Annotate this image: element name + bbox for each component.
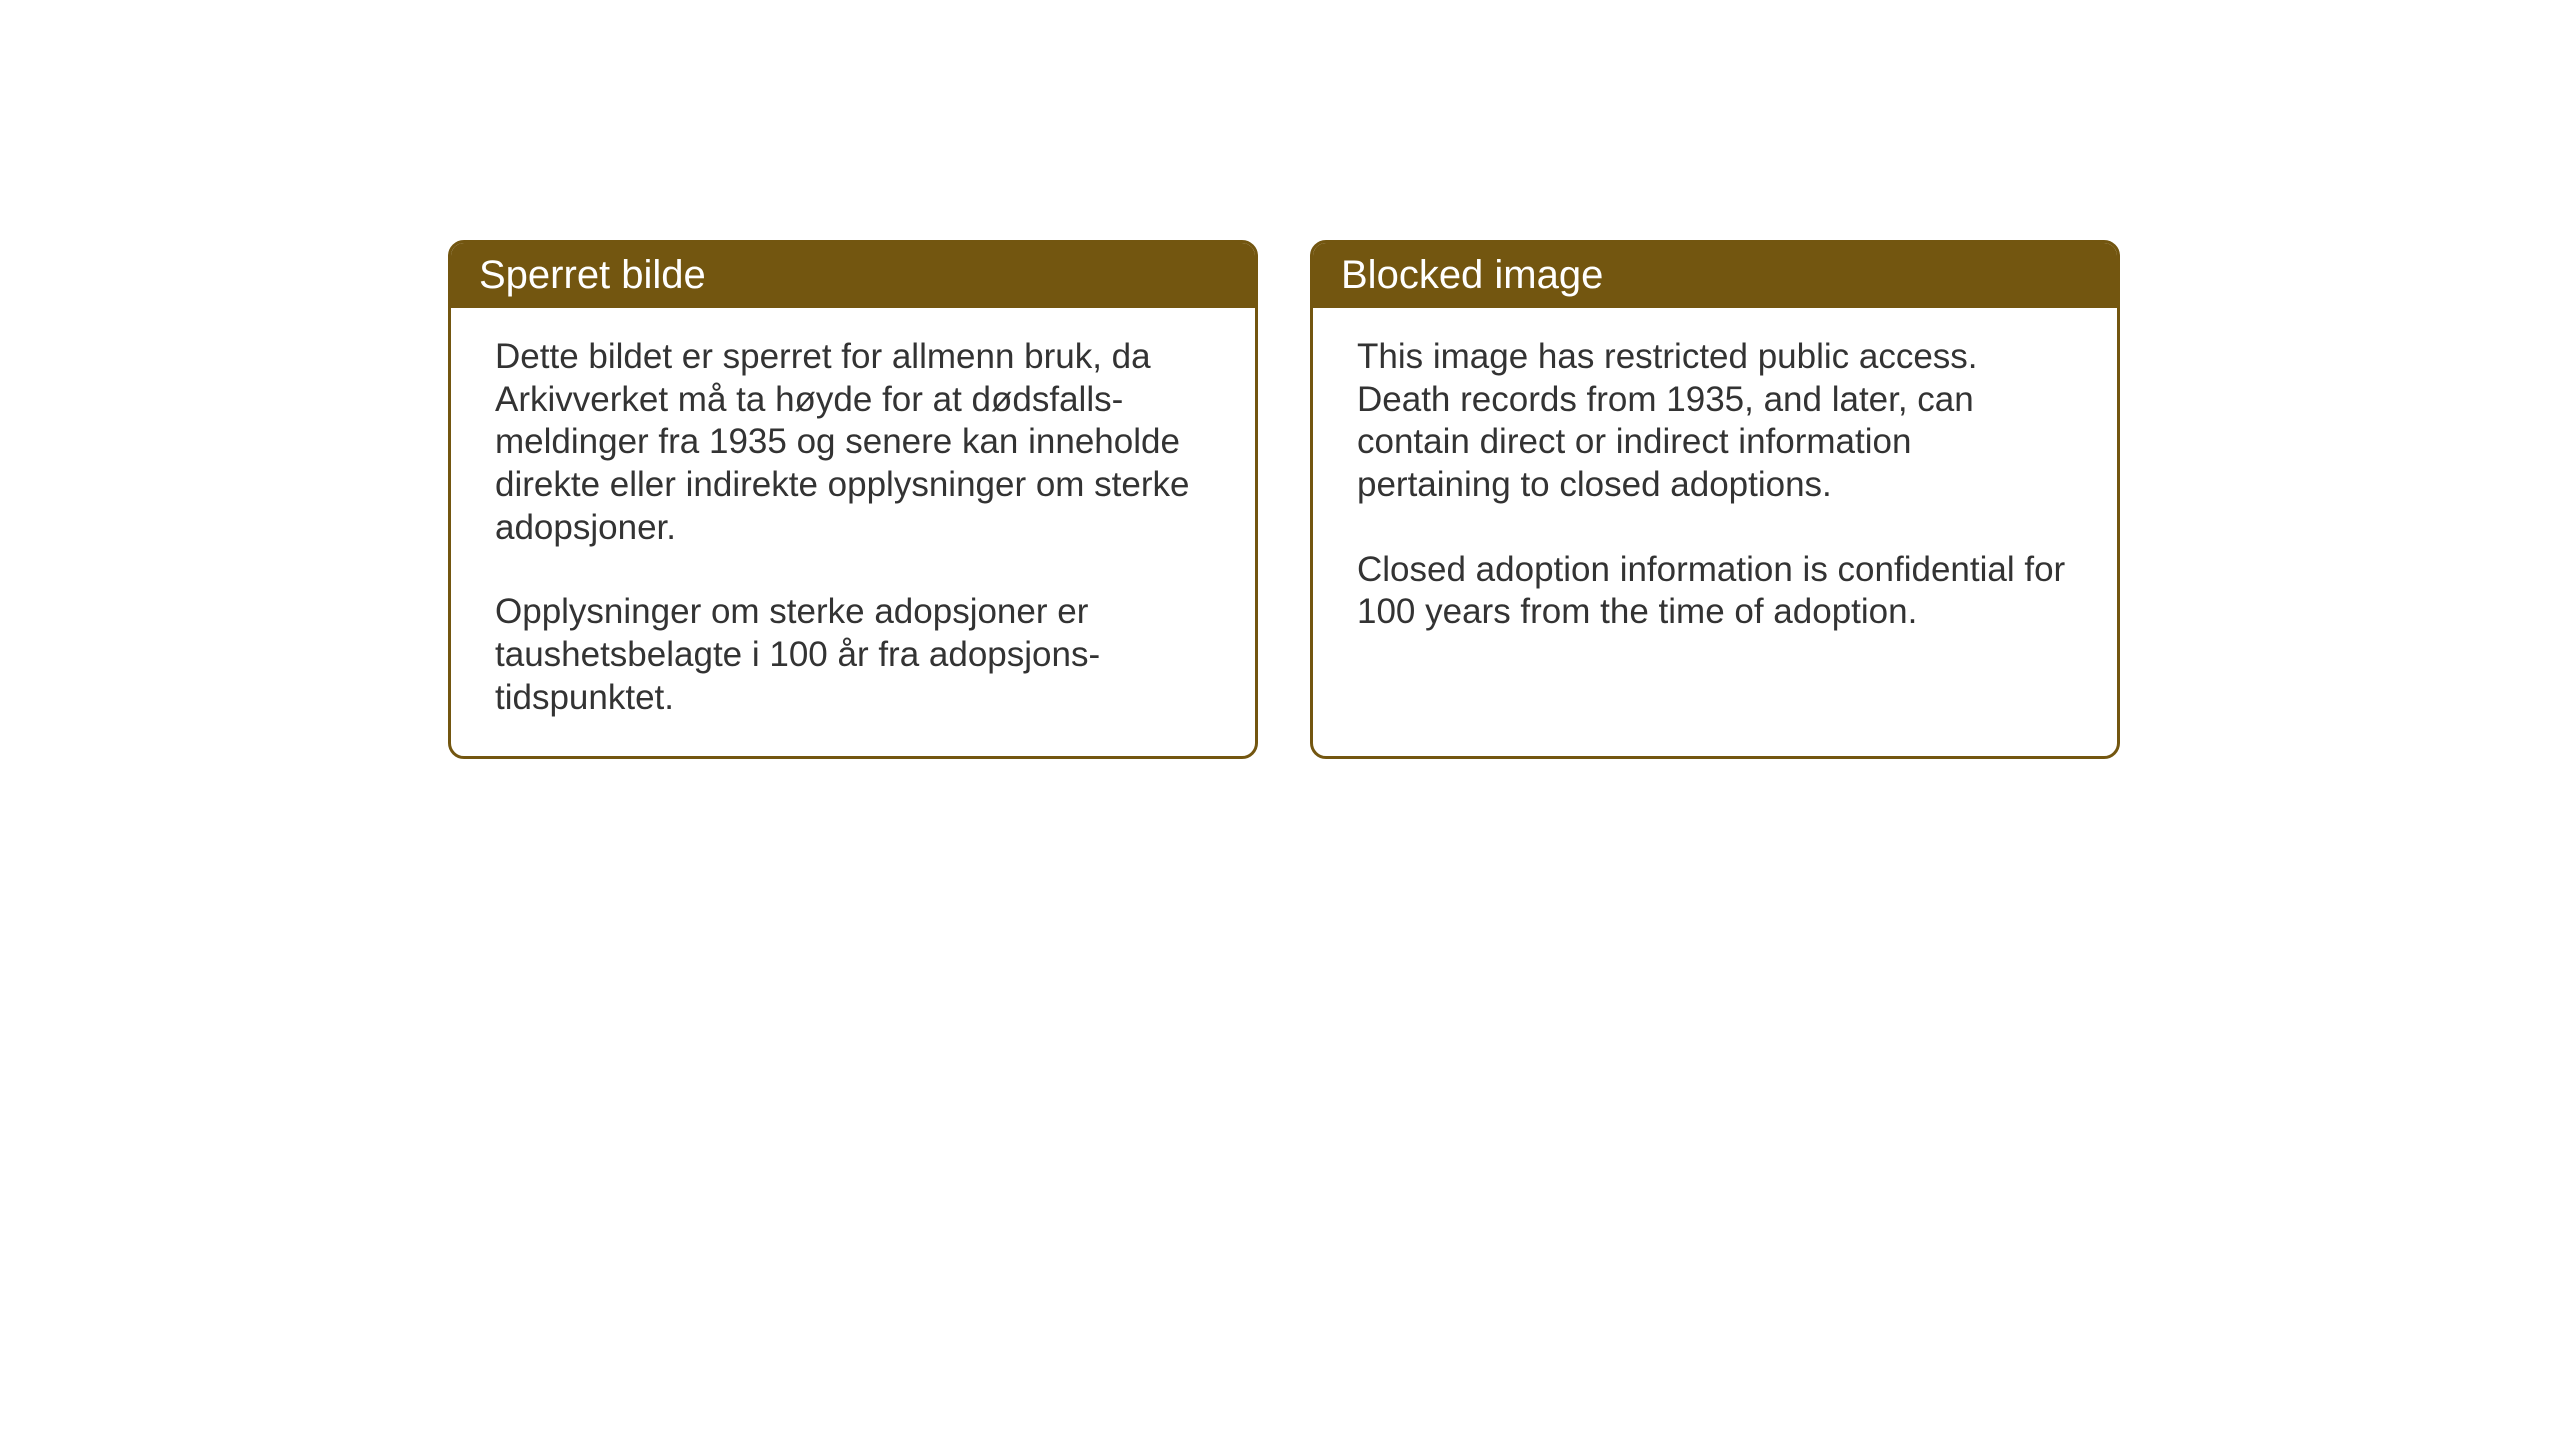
cards-container: Sperret bilde Dette bildet er sperret fo…: [448, 240, 2120, 759]
norwegian-paragraph-1: Dette bildet er sperret for allmenn bruk…: [495, 336, 1211, 549]
norwegian-card-title: Sperret bilde: [451, 243, 1255, 308]
english-paragraph-2: Closed adoption information is confident…: [1357, 549, 2073, 634]
norwegian-card: Sperret bilde Dette bildet er sperret fo…: [448, 240, 1258, 759]
english-card: Blocked image This image has restricted …: [1310, 240, 2120, 759]
english-card-body: This image has restricted public access.…: [1313, 308, 2117, 720]
norwegian-card-body: Dette bildet er sperret for allmenn bruk…: [451, 308, 1255, 756]
norwegian-paragraph-2: Opplysninger om sterke adopsjoner er tau…: [495, 591, 1211, 719]
english-paragraph-1: This image has restricted public access.…: [1357, 336, 2073, 507]
english-card-title: Blocked image: [1313, 243, 2117, 308]
